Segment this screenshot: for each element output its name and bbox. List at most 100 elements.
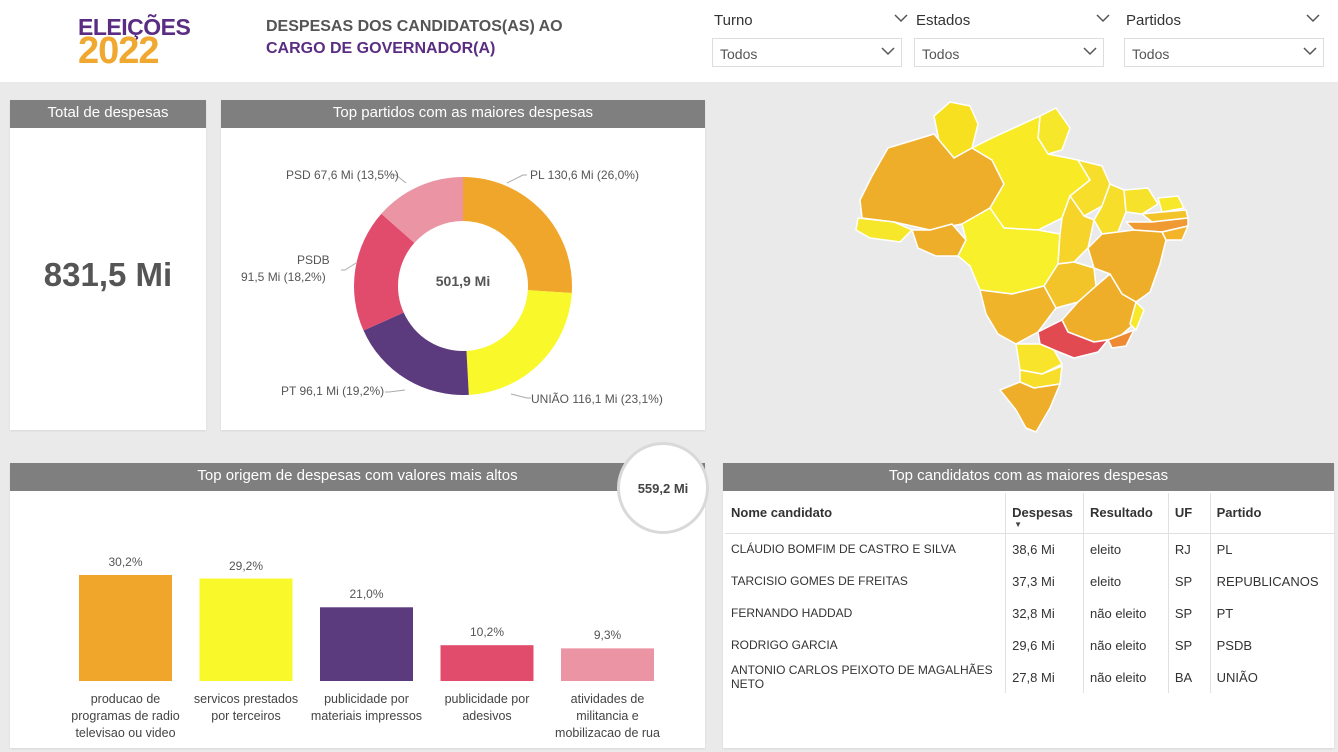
column-header-expenses[interactable]: Despesas ▼ [1005,493,1084,534]
filter-turno-value: Todos [720,46,758,62]
candidate-result: não eleito [1083,629,1169,661]
column-header-name[interactable]: Nome candidato [725,493,1006,534]
candidate-result: eleito [1083,565,1169,597]
donut-label-uniao: UNIÃO 116,1 Mi (23,1%) [531,392,663,406]
bar-category-line: mobilizacao de rua [555,726,660,740]
filter-turno-dropdown[interactable]: Todos [712,38,902,67]
donut-label-psdb-value: 91,5 Mi (18,2%) [241,270,326,284]
origin-total-bubble: 559,2 Mi [617,442,709,534]
chevron-down-icon [881,47,895,56]
candidate-name-line: TARCISIO GOMES DE FREITAS [731,574,908,588]
table-row[interactable]: ANTONIO CARLOS PEIXOTO DE MAGALHÃES NETO 2… [725,661,1334,693]
map-state-rn [1157,195,1185,213]
column-header-uf[interactable]: UF [1167,493,1211,534]
map-state-ma [1069,159,1111,217]
map-state-es [1129,301,1145,331]
donut-label-psdb-name: PSDB [297,253,330,267]
bar-category-label: publicidade por materiais impressos [300,691,433,725]
top-parties-card: Top partidos com as maiores despesas 501… [221,100,705,430]
bar-2[interactable] [199,578,293,681]
candidate-uf: SP [1167,597,1211,629]
bar-value-label: 10,2% [469,625,505,640]
map-state-rj [1107,329,1135,349]
candidate-result: não eleito [1083,661,1169,693]
donut-slice-psdb[interactable] [354,213,415,331]
top-candidates-title: Top candidatos com as maiores despesas [723,463,1334,491]
bar-category-line: militancia e [576,709,639,723]
table-row[interactable]: CLÁUDIO BOMFIM DE CASTRO E SILVA 38,6 Mi e… [725,533,1334,565]
bar-category-line: programas de radio [71,709,180,723]
bar-category-line: adesivos [462,709,512,723]
chevron-down-icon[interactable] [1096,13,1110,23]
top-candidates-card: Top candidatos com as maiores despesas N… [723,463,1334,748]
column-header-result[interactable]: Resultado [1083,493,1169,534]
bar-category-line: televisao ou video [75,726,176,740]
candidate-party: PL [1209,533,1334,565]
candidate-result: eleito [1083,533,1169,565]
candidate-result: não eleito [1083,597,1169,629]
bar-category-line: publicidade por [324,692,409,706]
candidate-party: UNIÃO [1209,661,1334,693]
table-row[interactable]: FERNANDO HADDAD 32,8 Mi não eleito SP PT [725,597,1334,629]
filter-estados-label: Estados [916,12,971,29]
filter-partidos-value: Todos [1132,46,1170,62]
donut-slice-uniao[interactable] [466,290,572,395]
filter-partidos-dropdown[interactable]: Todos [1124,38,1324,67]
top-parties-title: Top partidos com as maiores despesas [221,100,705,128]
donut-slice-pl[interactable] [463,177,572,293]
donut-leader-line-psd [392,174,407,184]
bar-category-line: por terceiros [211,709,281,723]
bar-category-label: publicidade por adesivos [421,691,554,725]
donut-slice-pt[interactable] [363,312,469,396]
donut-leader-line-pt [385,389,406,393]
bar-4[interactable] [440,645,534,681]
candidate-name: CLÁUDIO BOMFIM DE CASTRO E SILVA [725,533,1006,565]
total-expenses-value: 831,5 Mi [43,256,173,293]
column-header-party[interactable]: Partido [1209,493,1334,534]
candidate-uf: SP [1167,629,1211,661]
candidate-name: ANTONIO CARLOS PEIXOTO DE MAGALHÃES NETO [725,661,1006,693]
map-state-ce [1123,187,1159,215]
page-title-line2: CARGO DE GOVERNADOR(A) [266,40,496,57]
chevron-down-icon[interactable] [894,13,908,23]
bar-5[interactable] [561,648,654,681]
brazil-state-map[interactable] [722,88,1334,450]
donut-label-psd: PSD 67,6 Mi (13,5%) [286,168,399,182]
candidate-expenses: 32,8 Mi [1005,597,1084,629]
candidate-expenses: 27,8 Mi [1005,661,1084,693]
total-expenses-card: Total de despesas 831,5 Mi [10,100,206,430]
bar-1[interactable] [79,575,172,681]
donut-leader-line-pl [506,174,527,184]
table-row[interactable]: TARCISIO GOMES DE FREITAS 37,3 Mi eleito SP… [725,565,1334,597]
candidate-uf: RJ [1167,533,1211,565]
donut-slice-psd[interactable] [381,177,463,243]
table-row[interactable]: RODRIGO GARCIA 29,6 Mi não eleito SP PSDB [725,629,1334,661]
candidate-name-line: FERNANDO HADDAD [731,606,853,620]
map-state-ac [855,217,913,243]
map-state-rs [999,381,1061,433]
chevron-down-icon [1083,47,1097,56]
donut-leader-line-psdb [341,262,357,271]
candidate-expenses: 38,6 Mi [1005,533,1084,565]
candidate-expenses: 37,3 Mi [1005,565,1084,597]
sort-desc-icon: ▼ [1014,519,1023,529]
bar-category-label: servicos prestados por terceiros [180,691,313,725]
origin-total-value: 559,2 Mi [637,481,689,496]
bar-category-line: publicidade por [444,692,530,706]
donut-center-total: 501,9 Mi [435,273,491,289]
candidate-name-line: NETO [731,677,765,691]
expense-origin-title: Top origem de despesas com valores mais … [10,463,705,491]
filter-estados-dropdown[interactable]: Todos [914,38,1104,67]
top-parties-donut-chart[interactable] [221,100,705,430]
donut-label-pl: PL 130,6 Mi (26,0%) [530,168,639,182]
chevron-down-icon[interactable] [1306,13,1320,23]
bar-category-line: atividades de [570,692,645,706]
page-title: DESPESAS DOS CANDIDATOS(AS) AO CARGO DE … [266,16,563,60]
bar-value-label: 30,2% [108,555,143,569]
header: ELEIÇÕES 2022 DESPESAS DOS CANDIDATOS(AS… [0,0,1338,82]
candidate-party: REPUBLICANOS [1209,565,1334,597]
bar-value-label: 29,2% [228,558,264,573]
bar-3[interactable] [320,607,413,681]
brazil-map-svg[interactable] [722,88,1334,450]
expense-origin-bar-chart[interactable] [10,463,705,748]
